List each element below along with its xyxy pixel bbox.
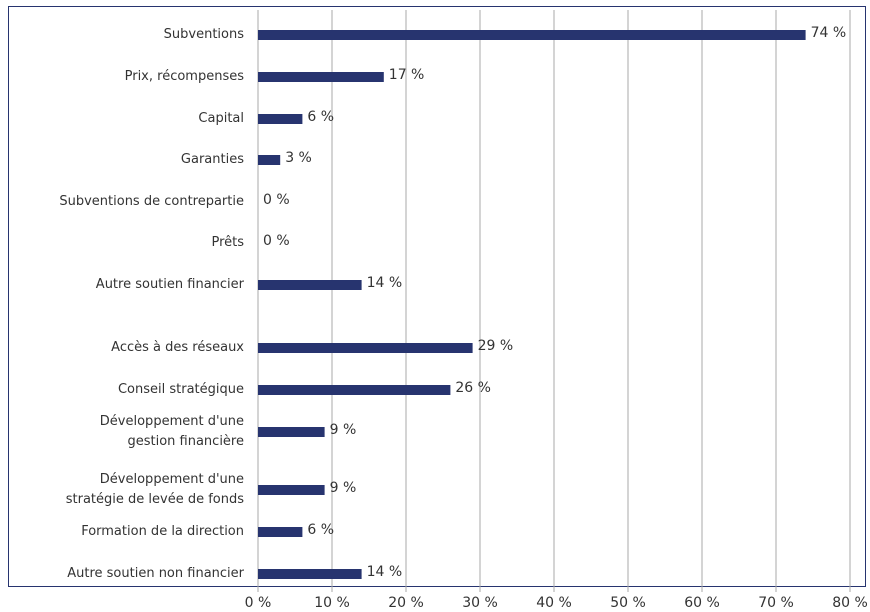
category-label: Développement d'une gestion financière [99, 414, 244, 449]
value-label: 0 % [263, 192, 290, 208]
value-label: 9 % [330, 480, 357, 496]
x-tick-label: 60 % [684, 595, 720, 611]
x-tick-label: 80 % [832, 595, 868, 611]
bar [258, 527, 303, 537]
bar [258, 280, 362, 290]
category-label: Formation de la direction [81, 524, 244, 539]
frame [8, 6, 866, 587]
category-label: Autre soutien financier [95, 277, 244, 292]
x-tick-label: 50 % [610, 595, 646, 611]
category-label: Prix, récompenses [124, 69, 244, 84]
category-label: Capital [198, 111, 244, 126]
value-label: 74 % [811, 25, 847, 41]
category-label: Subventions [163, 27, 244, 42]
bar [258, 155, 281, 165]
bar [258, 343, 473, 353]
category-label: Autre soutien non financier [67, 566, 244, 581]
bar [258, 72, 384, 82]
x-tick-label: 70 % [758, 595, 794, 611]
value-label: 6 % [307, 522, 334, 538]
x-tick-label: 40 % [536, 595, 572, 611]
category-label: Accès à des réseaux [111, 340, 244, 355]
value-label: 6 % [307, 109, 334, 125]
category-label: Subventions de contrepartie [59, 194, 244, 209]
category-label: Développement d'une stratégie de levée d… [65, 472, 244, 507]
value-label: 26 % [455, 380, 491, 396]
x-tick-label: 30 % [462, 595, 498, 611]
value-label: 3 % [285, 150, 312, 166]
value-label: 0 % [263, 233, 290, 249]
x-tick-label: 20 % [388, 595, 424, 611]
category-label: Conseil stratégique [117, 382, 244, 397]
x-tick-label: 10 % [314, 595, 350, 611]
value-label: 14 % [367, 564, 403, 580]
bar [258, 485, 325, 495]
bar [258, 569, 362, 579]
value-label: 14 % [367, 275, 403, 291]
category-label: Garanties [180, 152, 244, 167]
value-label: 17 % [389, 67, 425, 83]
bar [258, 114, 303, 124]
x-tick-label: 0 % [245, 595, 272, 611]
bar [258, 385, 451, 395]
category-label: Prêts [211, 235, 244, 250]
value-label: 29 % [478, 338, 514, 354]
value-label: 9 % [330, 422, 357, 438]
bar [258, 30, 806, 40]
bar [258, 427, 325, 437]
